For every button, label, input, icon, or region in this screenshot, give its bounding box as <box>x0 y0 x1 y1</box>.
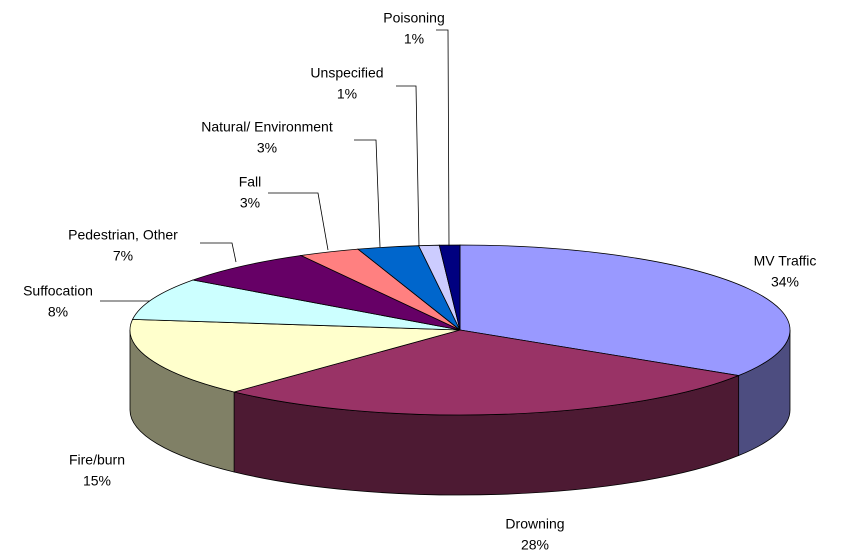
slice-value-label: 34% <box>771 274 799 290</box>
slice-label: Drowning <box>505 516 564 532</box>
labels: MV Traffic 34% Drowning 28% Fire/burn 15% Suff… <box>23 10 816 553</box>
slice-value-label: 1% <box>404 31 424 47</box>
slice-value-label: 3% <box>240 195 260 211</box>
leader-line <box>396 85 420 247</box>
slice-label: Suffocation <box>23 283 93 299</box>
slice-label: Unspecified <box>310 65 383 81</box>
slice-label: Poisoning <box>383 10 445 26</box>
slice-value-label: 1% <box>337 86 357 102</box>
slice-label: Fire/burn <box>69 452 125 468</box>
slice-value-label: 28% <box>521 537 549 553</box>
slice-label: Natural/ Environment <box>201 119 333 135</box>
slice-value-label: 7% <box>113 248 133 264</box>
slice-value-label: 3% <box>257 140 277 156</box>
leader-line <box>268 192 329 251</box>
slice-label: MV Traffic <box>754 253 817 269</box>
leader-line <box>354 139 381 248</box>
leader-line <box>436 29 450 247</box>
pie-slice <box>459 244 791 376</box>
slice-value-label: 15% <box>83 473 111 489</box>
pie-tops <box>129 244 791 416</box>
slice-value-label: 8% <box>48 304 68 320</box>
slice-label: Pedestrian, Other <box>68 227 178 243</box>
pie-slice <box>129 318 461 393</box>
pie-slice <box>233 329 741 416</box>
pie-slice <box>438 244 461 331</box>
pie-slice <box>191 255 461 331</box>
pie-slice <box>131 279 461 331</box>
slice-label: Fall <box>239 174 262 190</box>
leader-line <box>200 242 237 263</box>
